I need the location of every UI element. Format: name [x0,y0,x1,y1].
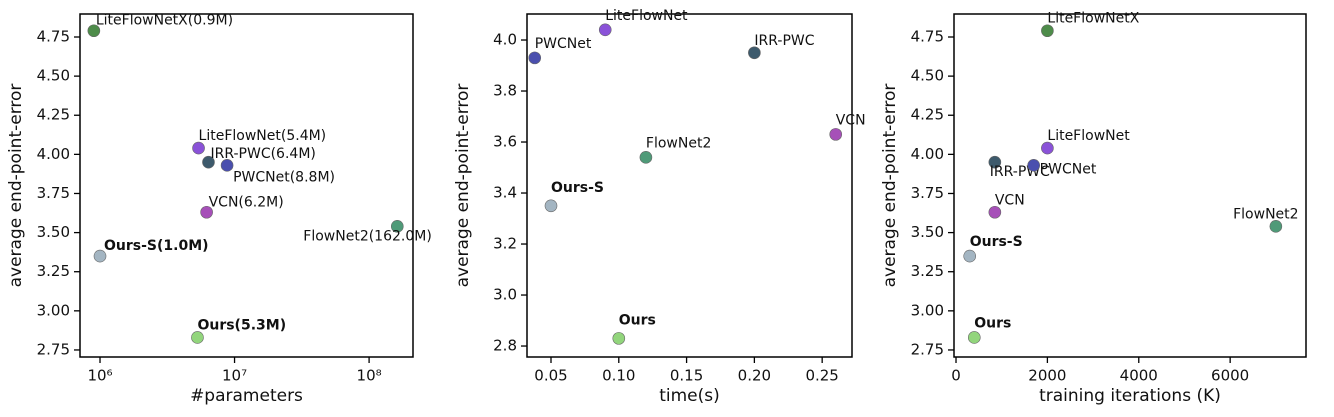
point [988,205,1002,219]
y-tick-label: 3.50 [911,223,944,241]
point [191,331,204,344]
point [988,155,1002,169]
point-label: Ours [974,315,1011,331]
point [220,159,234,172]
y-tick-label: 4.50 [911,67,944,85]
y-tick-label: 4.50 [37,67,70,85]
point-label: PWCNet(8.8M) [233,169,335,185]
point-label: PWCNet [1040,161,1097,177]
y-tick-label: 3.75 [37,184,70,202]
plot-frame [526,13,853,358]
point-label: LiteFlowNetX [1047,11,1139,27]
x-tick-label: 0 [951,367,961,385]
point [639,151,653,164]
y-tick-label: 4.25 [911,106,944,124]
y-tick-label: 2.75 [911,340,944,358]
point-label: Ours [619,312,656,328]
y-axis-label: average end-point-error [6,84,26,288]
y-tick-label: 3.8 [493,82,517,100]
y-axis-label: average end-point-error [453,84,473,288]
point [1027,159,1040,172]
point [93,249,107,263]
y-tick-label: 4.00 [911,145,944,163]
y-tick-label: 3.50 [37,223,70,241]
point-label: IRR-PWC [754,33,814,49]
point [87,24,101,38]
point [1041,24,1054,38]
y-tick-label: 3.2 [493,235,517,253]
x-tick-label: 0.15 [670,367,703,385]
x-tick-label: 4000 [1120,367,1158,385]
y-tick-label: 3.0 [493,286,517,304]
x-tick-label: 10⁸ [357,367,382,385]
point-label: FlowNet2 [646,135,711,151]
y-tick-label: 3.4 [493,184,517,202]
y-tick-label: 2.75 [37,340,70,358]
point-label: PWCNet [535,36,592,52]
y-tick-label: 4.25 [37,106,70,124]
point [612,332,626,345]
point-label: VCN [836,112,866,128]
point-label: Ours(5.3M) [197,317,286,333]
point-label: FlowNet2 [1233,206,1298,222]
x-tick-label: 0.10 [602,367,635,385]
point-label: LiteFlowNet(5.4M) [199,128,327,144]
y-tick-label: 4.75 [911,28,944,46]
y-tick-label: 3.00 [37,301,70,319]
y-tick-label: 2.8 [493,337,517,355]
point [544,199,558,213]
point-label: IRR-PWC(6.4M) [210,146,315,162]
point [1269,220,1283,233]
point [598,23,612,37]
y-tick-label: 4.75 [37,28,70,46]
point-label: LiteFlowNetX(0.9M) [96,13,233,29]
point [202,155,215,169]
point [390,220,404,233]
y-tick-label: 3.75 [911,184,944,202]
point-label: VCN [995,192,1025,208]
point [1041,141,1054,155]
point-label: FlowNet2(162.0M) [303,228,432,244]
x-axis-label: time(s) [659,386,720,406]
point [963,249,977,263]
point-label: VCN(6.2M) [209,194,284,210]
point [967,331,981,344]
x-axis-label: #parameters [190,386,303,406]
y-axis-label: average end-point-error [880,84,900,288]
x-tick-label: 0.05 [534,367,567,385]
point [192,141,205,155]
point-label: LiteFlowNet [1047,128,1130,144]
point [748,46,761,60]
x-tick-label: 10⁷ [222,367,247,385]
y-tick-label: 3.25 [911,262,944,280]
x-tick-label: 0.25 [805,367,838,385]
y-tick-label: 3.6 [493,133,517,151]
point [528,51,542,65]
x-tick-label: 2000 [1028,367,1066,385]
y-tick-label: 3.00 [911,301,944,319]
y-tick-label: 4.00 [37,145,70,163]
point-label: Ours-S(1.0M) [104,238,209,254]
x-tick-label: 6000 [1211,367,1249,385]
point [200,205,213,219]
point-label: Ours-S [970,234,1023,250]
y-tick-label: 4.0 [493,31,517,49]
y-tick-label: 3.25 [37,262,70,280]
plot-frame [79,13,414,358]
x-axis-label: training iterations (K) [1039,386,1221,406]
point [829,128,843,141]
point-label: LiteFlowNet [605,8,688,24]
x-tick-label: 10⁶ [87,367,112,385]
x-tick-label: 0.20 [738,367,771,385]
plot-frame [953,13,1307,358]
point-label: Ours-S [551,180,604,196]
